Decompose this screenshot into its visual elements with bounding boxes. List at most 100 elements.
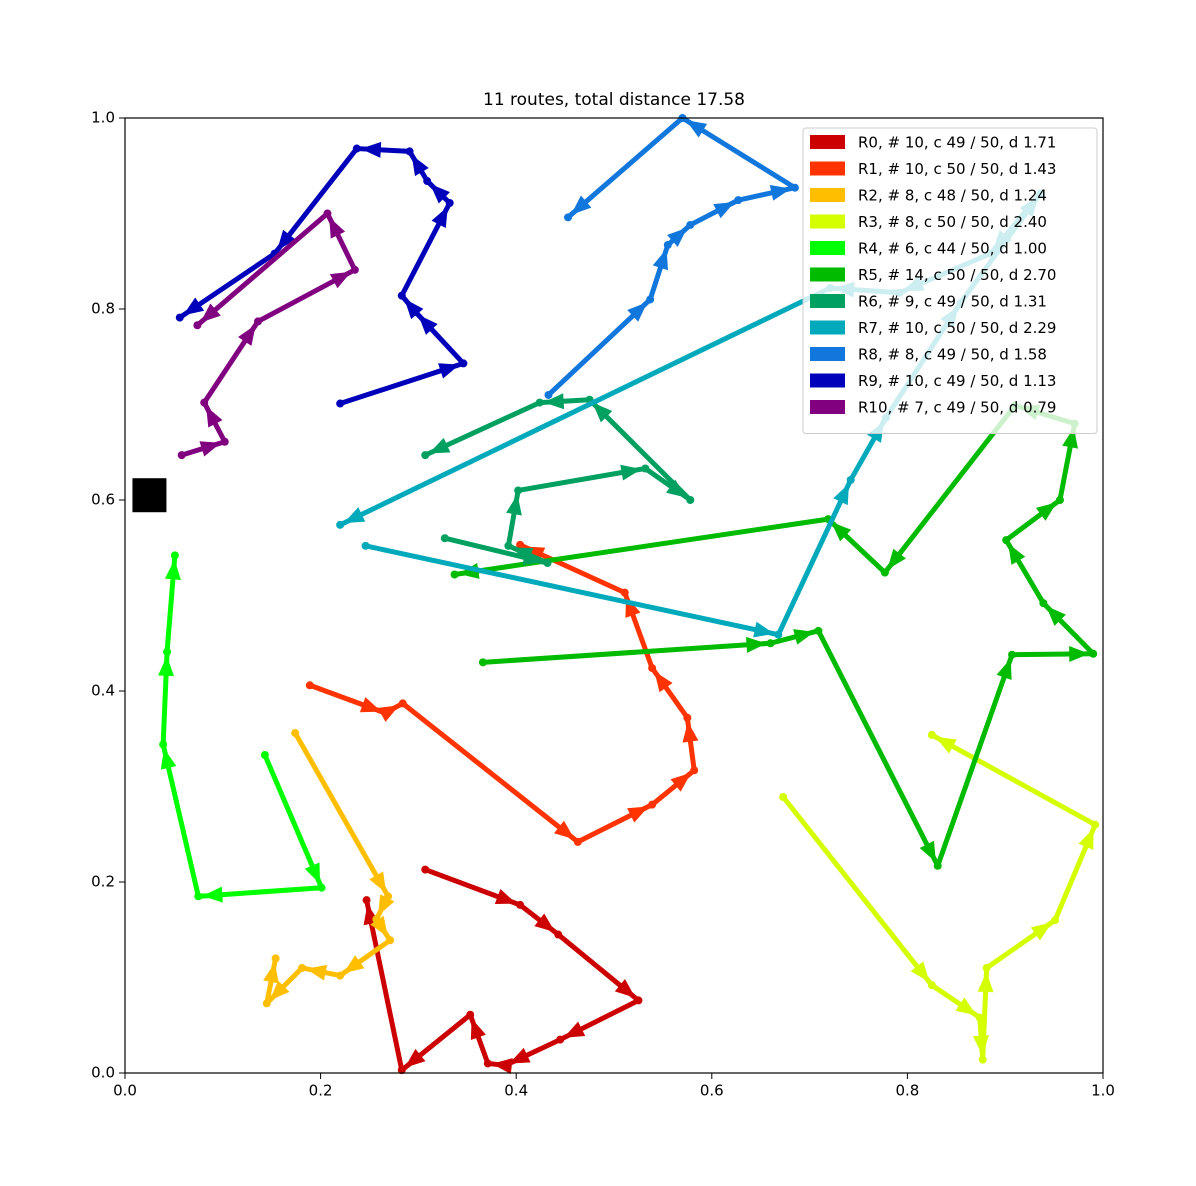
y-tick-label: 0.6 [91, 491, 115, 509]
route-stop [350, 265, 359, 274]
route-arrow [654, 671, 673, 693]
route-arrow [431, 206, 448, 228]
route-line [178, 146, 466, 406]
route-stop [663, 241, 672, 250]
route-arrow [977, 971, 994, 993]
route-stop [516, 540, 525, 549]
route-arrow [670, 772, 692, 792]
legend-label: R7, # 10, c 50 / 50, d 2.29 [858, 319, 1056, 337]
route-arrow [418, 314, 438, 335]
route-arrow [887, 548, 906, 570]
route-arrow [713, 201, 735, 219]
depot [132, 478, 167, 513]
route-stop [620, 588, 629, 597]
legend-label: R2, # 8, c 48 / 50, d 1.24 [858, 187, 1047, 205]
route-stop [362, 896, 371, 905]
route-arrow [411, 154, 429, 177]
route-stop [501, 1061, 510, 1070]
route-stop [686, 220, 695, 229]
route-arrow [652, 248, 669, 271]
route-arrow [183, 297, 205, 316]
route-stop [305, 681, 314, 690]
x-tick-label: 0.6 [700, 1082, 724, 1100]
legend-swatch [810, 347, 845, 361]
y-tick-label: 1.0 [91, 109, 115, 127]
route-arrow [404, 1048, 426, 1068]
route-stop [262, 999, 271, 1008]
legend-swatch [810, 188, 845, 202]
route-stop [766, 639, 775, 648]
route-arrow [506, 494, 522, 516]
route-stop [814, 626, 823, 635]
route-arrow [666, 479, 688, 498]
route-stop [790, 183, 799, 192]
route-arrow [1078, 828, 1094, 850]
route-arrow [1035, 502, 1057, 521]
legend-box [802, 127, 1098, 434]
legend-label: R1, # 10, c 50 / 50, d 1.43 [858, 160, 1056, 178]
route-stop [686, 496, 695, 504]
route-arrow [571, 195, 592, 215]
legend-label: R9, # 10, c 49 / 50, d 1.13 [858, 372, 1056, 390]
route-arrow [910, 961, 930, 983]
route-line [454, 402, 1096, 869]
route-stop [683, 713, 692, 722]
route-arrow [793, 629, 815, 645]
route-stop [352, 144, 361, 153]
route-arrow [164, 559, 181, 580]
route-stop [260, 750, 269, 759]
x-tick-label: 0.8 [895, 1082, 919, 1100]
route-stop [779, 793, 788, 802]
route-stop [397, 291, 406, 300]
route-arrow [200, 303, 221, 323]
route-arrow [534, 913, 556, 933]
route-stop [445, 198, 454, 207]
route-stop [880, 568, 889, 577]
route-stop [405, 147, 414, 156]
route-arrow [973, 1035, 990, 1056]
legend-label: R4, # 6, c 44 / 50, d 1.00 [858, 240, 1047, 258]
route-line [308, 542, 697, 845]
y-tick-label: 0.4 [91, 682, 115, 700]
route-arrow [438, 363, 460, 379]
route-stop [254, 317, 263, 326]
route-stop [336, 399, 345, 408]
route-stop [982, 963, 991, 972]
route-stop [421, 451, 430, 460]
route-stop [933, 861, 942, 870]
route-arrow [1069, 646, 1090, 663]
route-arrow [369, 871, 387, 893]
route-arrow [512, 547, 534, 563]
route-stop [450, 570, 459, 579]
route-stop [1055, 496, 1064, 504]
route-stop [459, 359, 468, 368]
route-stop [554, 930, 563, 939]
route-stop [556, 1035, 565, 1044]
route-arrow [360, 141, 382, 158]
x-tick-label: 0.0 [113, 1082, 137, 1100]
route-stop [648, 800, 657, 809]
y-tick-label: 0.0 [91, 1064, 115, 1082]
route-stop [564, 213, 573, 222]
route-arrow [238, 324, 256, 346]
route-line [160, 555, 325, 899]
route-stop [504, 541, 513, 550]
route-stop [220, 437, 229, 446]
route-stop [483, 1059, 492, 1068]
route-arrow [627, 806, 649, 823]
route-stop [516, 900, 525, 909]
route-stop [440, 534, 449, 543]
legend-label: R6, # 9, c 49 / 50, d 1.31 [858, 293, 1047, 311]
chart-title: 11 routes, total distance 17.58 [483, 90, 745, 110]
legend-swatch [810, 373, 845, 388]
route-arrow [769, 185, 792, 201]
route-stop [927, 730, 936, 739]
route-stop [177, 451, 186, 460]
route-stop [336, 971, 345, 980]
route-arrow [329, 271, 352, 289]
route-arrow [263, 962, 279, 984]
route-stop [466, 1010, 475, 1019]
legend-label: R8, # 8, c 49 / 50, d 1.58 [858, 346, 1047, 364]
route-stop [1091, 820, 1100, 829]
